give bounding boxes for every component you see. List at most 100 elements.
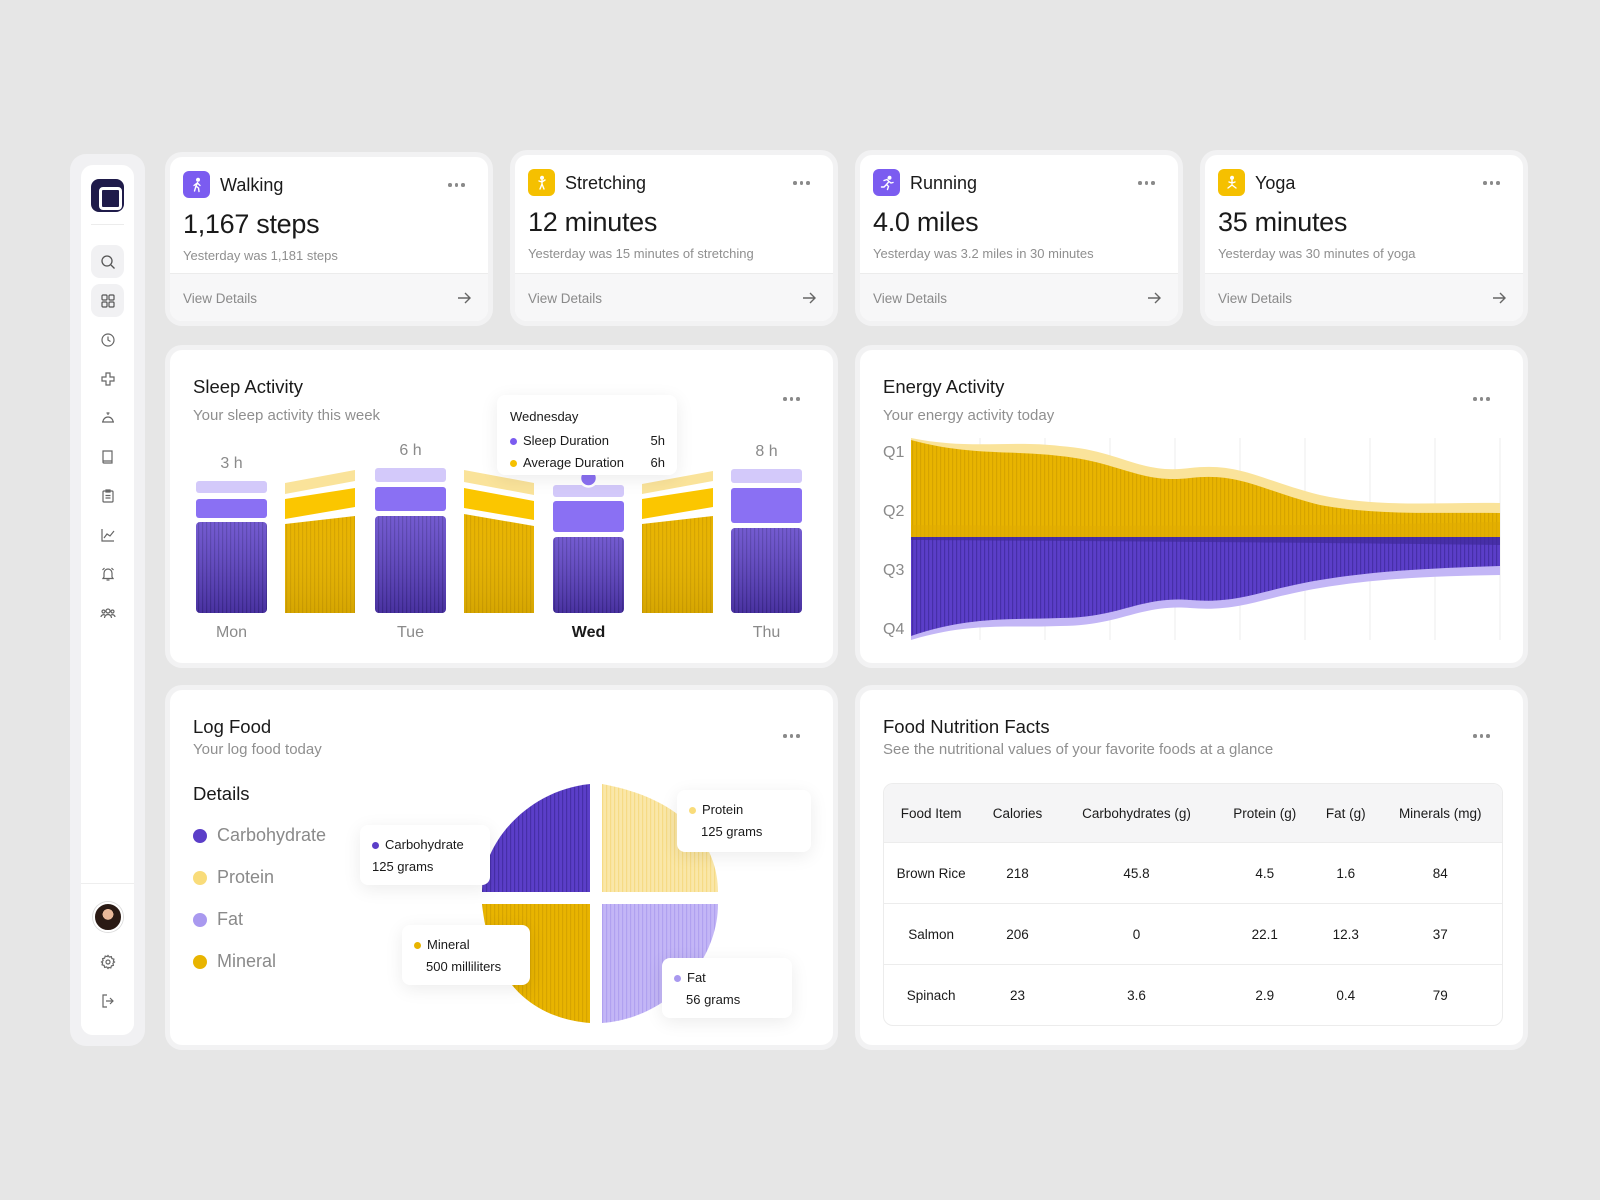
view-details-link[interactable]: View Details — [860, 273, 1178, 321]
table-cell: 23 — [978, 964, 1057, 1025]
table-cell: 2.9 — [1216, 964, 1314, 1025]
tooltip-day: Wednesday — [510, 409, 579, 424]
legend-dot — [689, 807, 696, 815]
table-row[interactable]: Spinach 23 3.6 2.9 0.4 79 — [884, 964, 1502, 1025]
stat-comparison: Yesterday was 3.2 miles in 30 minutes — [873, 246, 1094, 261]
callout-name: Fat — [674, 970, 706, 985]
view-details-link[interactable]: View Details — [515, 273, 833, 321]
more-options-icon[interactable] — [1138, 181, 1158, 187]
users-icon[interactable] — [91, 596, 124, 629]
settings-icon[interactable] — [91, 945, 124, 978]
slice-fat[interactable] — [602, 904, 718, 1023]
legend-dot — [193, 912, 207, 927]
stat-value: 35 minutes — [1218, 207, 1348, 237]
sleep-chart: 3 h 6 h 8 h Mon Tue Wed Thu — [196, 442, 802, 641]
y-label-q1: Q1 — [883, 444, 904, 461]
stat-card-yoga: Yoga 35 minutes Yesterday was 30 minutes… — [1205, 155, 1523, 321]
panel-subtitle: Your energy activity today — [883, 407, 1055, 424]
table-cell: 0.4 — [1313, 964, 1379, 1025]
view-details-label: View Details — [528, 291, 603, 306]
nutrition-facts-card: Food Nutrition Facts See the nutritional… — [860, 690, 1523, 1045]
bar-wed[interactable] — [553, 468, 624, 614]
callout-mineral: Mineral 500 milliliters — [402, 925, 530, 985]
divider — [91, 224, 124, 225]
tooltip-label: Average Duration — [523, 455, 624, 470]
stat-value: 1,167 steps — [183, 209, 320, 239]
running-icon — [873, 169, 900, 196]
view-details-label: View Details — [1218, 291, 1293, 306]
bar-thu[interactable] — [731, 469, 802, 613]
column-header[interactable]: Fat (g) — [1313, 784, 1379, 842]
table-cell: 37 — [1378, 903, 1502, 964]
logout-icon[interactable] — [91, 984, 124, 1017]
chart-line-icon[interactable] — [91, 518, 124, 551]
bar-tue[interactable] — [375, 468, 446, 613]
view-details-link[interactable]: View Details — [1205, 273, 1523, 321]
details-heading: Details — [193, 783, 250, 804]
more-options-icon[interactable] — [1473, 734, 1493, 740]
table-cell: Salmon — [884, 903, 979, 964]
callout-fat: Fat 56 grams — [662, 958, 792, 1018]
bar-mon[interactable] — [196, 481, 267, 613]
clipboard-icon[interactable] — [91, 479, 124, 512]
arrow-right-icon — [803, 292, 816, 304]
table-row[interactable]: Salmon 206 0 22.1 12.3 37 — [884, 903, 1502, 964]
stat-card-walking: Walking 1,167 steps Yesterday was 1,181 … — [170, 157, 488, 321]
slice-protein[interactable] — [602, 784, 718, 892]
service-bell-icon[interactable] — [91, 401, 124, 434]
table-cell: 22.1 — [1216, 903, 1314, 964]
legend-label: Fat — [217, 909, 244, 929]
avatar[interactable] — [93, 902, 123, 932]
energy-activity-card: Energy Activity Your energy activity tod… — [860, 350, 1523, 663]
table-cell: 4.5 — [1216, 842, 1314, 903]
view-details-label: View Details — [873, 291, 948, 306]
callout-amount: 125 grams — [372, 859, 434, 874]
app-logo[interactable] — [91, 179, 124, 212]
bar-average-3[interactable] — [642, 471, 713, 613]
panel-subtitle: See the nutritional values of your favor… — [883, 741, 1274, 758]
column-header[interactable]: Minerals (mg) — [1378, 784, 1502, 842]
callout-name: Mineral — [414, 937, 470, 952]
column-header[interactable]: Protein (g) — [1216, 784, 1314, 842]
arrow-right-icon — [458, 292, 471, 304]
bar-average-1[interactable] — [285, 470, 355, 613]
legend-item-mineral: Mineral — [193, 951, 276, 972]
table-cell: Brown Rice — [884, 842, 979, 903]
more-options-icon[interactable] — [783, 734, 803, 740]
view-details-link[interactable]: View Details — [170, 273, 488, 321]
table-cell: 45.8 — [1056, 842, 1217, 903]
dashboard-icon[interactable] — [91, 284, 124, 317]
more-options-icon[interactable] — [1473, 397, 1493, 403]
alarm-icon[interactable] — [91, 557, 124, 590]
more-options-icon[interactable] — [793, 181, 813, 187]
panel-subtitle: Your sleep activity this week — [193, 407, 381, 424]
y-label-q2: Q2 — [883, 503, 904, 520]
callout-label: Carbohydrate — [385, 837, 464, 852]
callout-amount: 500 milliliters — [426, 959, 502, 974]
callout-carbohydrate: Carbohydrate 125 grams — [360, 825, 490, 885]
slice-carbohydrate[interactable] — [482, 784, 590, 892]
search-icon[interactable] — [91, 245, 124, 278]
more-options-icon[interactable] — [1483, 181, 1503, 187]
more-options-icon[interactable] — [783, 397, 803, 403]
value-label-mon: 3 h — [220, 455, 242, 472]
stat-value: 4.0 miles — [873, 207, 979, 237]
stat-value: 12 minutes — [528, 207, 658, 237]
stat-title: Stretching — [565, 173, 647, 193]
energy-upper — [911, 440, 1500, 537]
column-header[interactable]: Food Item — [884, 784, 979, 842]
x-label-thu: Thu — [753, 624, 781, 641]
sidebar-panel — [81, 165, 134, 1035]
column-header[interactable]: Calories — [978, 784, 1057, 842]
bar-average-2[interactable] — [464, 470, 534, 613]
table-row[interactable]: Brown Rice 218 45.8 4.5 1.6 84 — [884, 842, 1502, 903]
column-header[interactable]: Carbohydrates (g) — [1056, 784, 1217, 842]
clock-icon[interactable] — [91, 323, 124, 356]
table-cell: 84 — [1378, 842, 1502, 903]
table-cell: 3.6 — [1056, 964, 1217, 1025]
legend-dot — [193, 954, 207, 969]
more-options-icon[interactable] — [448, 183, 468, 189]
book-icon[interactable] — [91, 440, 124, 473]
health-cross-icon[interactable] — [91, 362, 124, 395]
stretching-icon — [528, 169, 555, 196]
